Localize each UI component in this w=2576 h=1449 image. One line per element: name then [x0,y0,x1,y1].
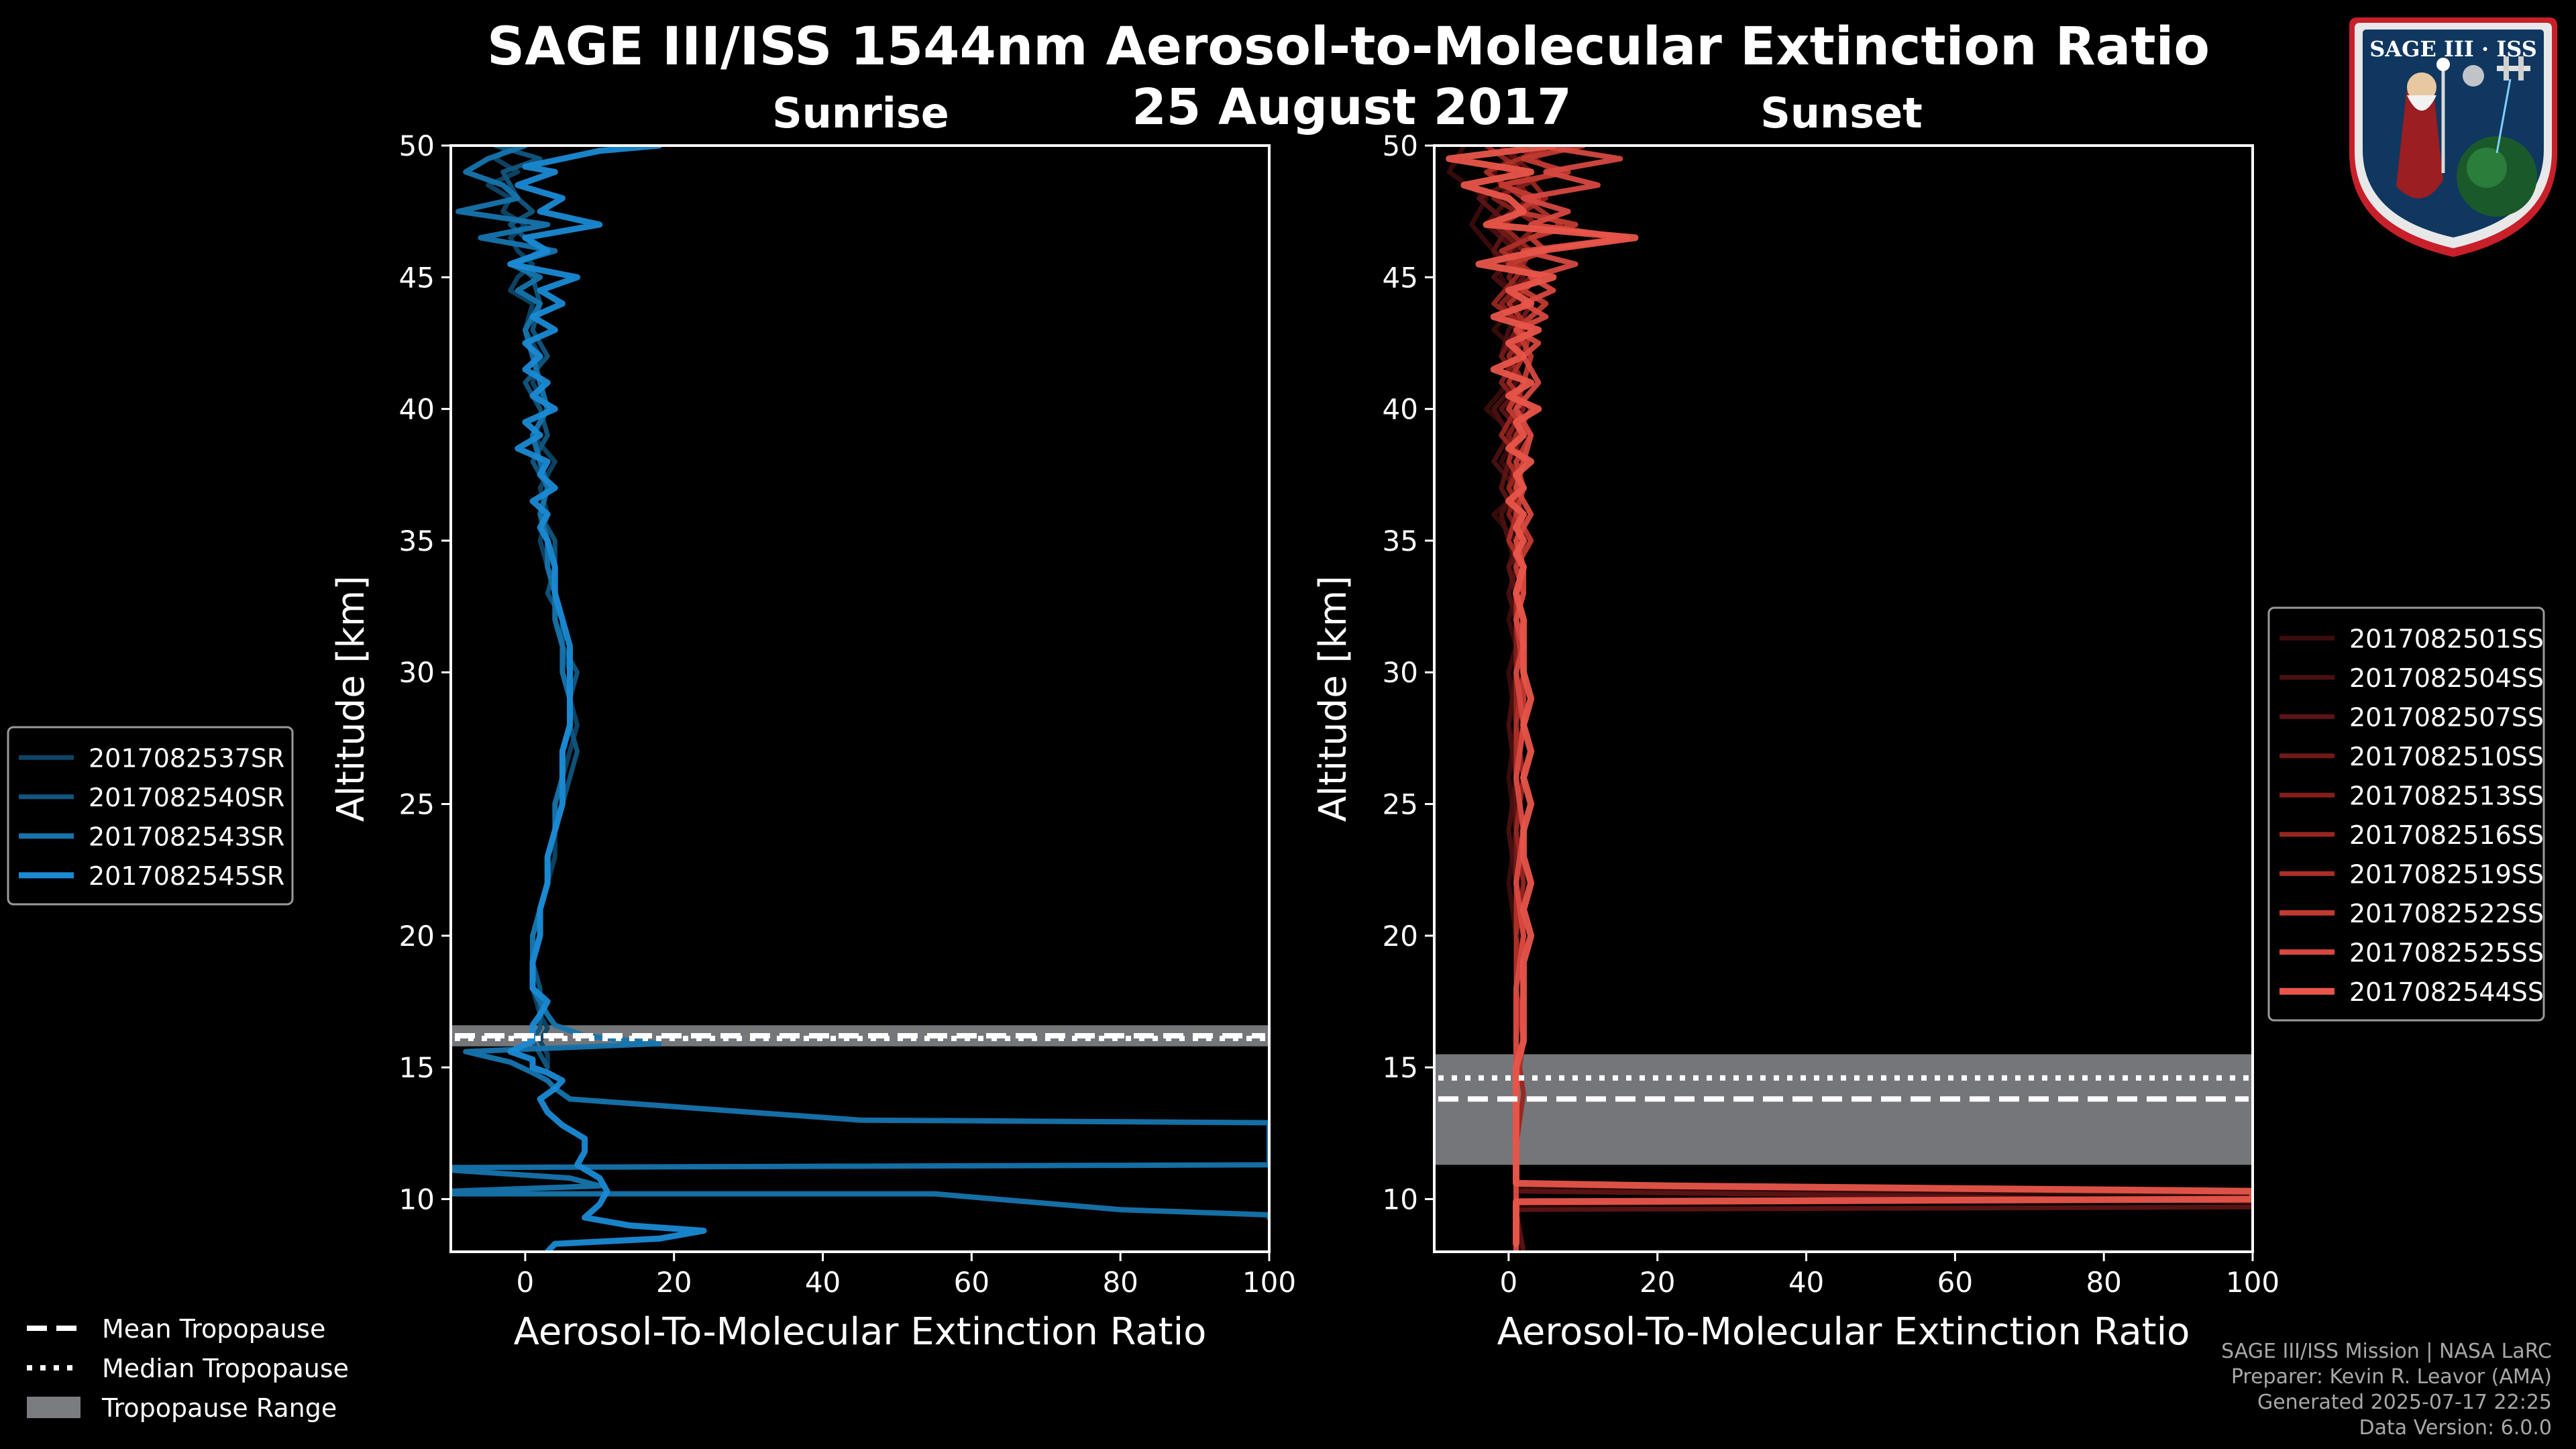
legend-label-2017082522SS: 2017082522SS [2349,899,2544,928]
y-tick-label: 50 [1383,129,1418,162]
legend-label-2017082540SR: 2017082540SR [89,783,284,812]
legend-label-2017082510SS: 2017082510SS [2349,742,2544,771]
x-tick-label: 0 [517,1266,535,1299]
figure-date: 25 August 2017 [1132,78,1572,136]
legend-label-2017082544SS: 2017082544SS [2349,977,2544,1007]
sunset-panel: 0 20 40 60 80 100 10 15 20 25 30 35 40 45 50 Aerosol-To… [1311,89,2279,1354]
footer-mission: SAGE III/ISS Mission | NASA LaRC [2221,1340,2552,1363]
y-tick-label: 40 [1383,393,1418,426]
y-tick-label: 20 [1383,920,1418,953]
y-tick-label: 10 [399,1183,435,1216]
x-tick-label: 40 [805,1266,841,1299]
x-tick-label: 100 [2226,1266,2279,1299]
tropopause-range-swatch [27,1397,80,1418]
legend-label-2017082545SR: 2017082545SR [89,861,284,891]
footer-credits: SAGE III/ISS Mission | NASA LaRC Prepare… [2221,1339,2552,1441]
y-tick-label: 45 [1383,261,1418,294]
y-tick-label: 15 [399,1051,435,1084]
footer-generated: Generated 2025-07-17 22:25 [2257,1391,2552,1414]
x-tick-label: 60 [1937,1266,1973,1299]
y-tick-label: 50 [399,129,435,162]
legend-label-2017082543SR: 2017082543SR [89,822,284,851]
legend-label-2017082519SS: 2017082519SS [2349,859,2544,889]
x-axis-label: Aerosol-To-Molecular Extinction Ratio [514,1310,1207,1354]
footer-preparer: Preparer: Kevin R. Leavor (AMA) [2231,1365,2552,1389]
legend-label-2017082504SS: 2017082504SS [2349,663,2544,693]
y-tick-label: 15 [1383,1051,1418,1084]
sunrise-panel: 0 20 40 60 80 100 10 15 20 25 30 35 40 45 50 Aerosol-To… [329,89,1296,1354]
x-tick-label: 60 [954,1266,989,1299]
profile-lines [451,146,1269,1252]
y-tick-label: 35 [1383,525,1418,557]
x-tick-label: 20 [1640,1266,1675,1299]
plot-frame [1433,144,2254,1253]
x-tick-label: 100 [1242,1266,1296,1299]
tropopause-range-label: Tropopause Range [101,1393,337,1423]
tropopause-mean-label: Mean Tropopause [102,1314,325,1344]
legend-label-2017082516SS: 2017082516SS [2349,820,2544,850]
tropopause-median-label: Median Tropopause [102,1354,349,1383]
plot-frame [449,144,1271,1253]
panel-title: Sunset [1760,89,1923,138]
footer-data-version: Data Version: 6.0.0 [2359,1416,2552,1440]
panel-title: Sunrise [772,89,949,138]
legend-label-2017082525SS: 2017082525SS [2349,938,2544,967]
legend-label-2017082507SS: 2017082507SS [2349,702,2544,732]
tropopause-range-band [1434,1054,2253,1165]
y-tick-label: 40 [399,393,435,426]
y-tick-label: 30 [1383,656,1418,689]
sunrise-legend: 2017082537SR 2017082540SR 2017082543SR 2017… [7,726,294,906]
y-tick-label: 10 [1383,1183,1418,1216]
legend-label-2017082501SS: 2017082501SS [2349,624,2544,653]
x-axis-label: Aerosol-To-Molecular Extinction Ratio [1497,1310,2190,1354]
y-axis-label: Altitude [km] [329,576,373,822]
legend-label-2017082513SS: 2017082513SS [2349,781,2544,810]
profile-line-2017082544SS [1446,146,2253,1248]
sage-iii-iss-mission-logo: SAGE III · ISS [2349,17,2557,257]
scientist-figure-icon [2407,72,2436,102]
y-tick-label: 45 [399,261,435,294]
iss-icon [2497,66,2530,71]
y-tick-label: 25 [1383,788,1418,821]
logo-text: SAGE III · ISS [2369,36,2537,62]
plot-area [451,146,1269,1252]
profile-line-2017082545SR [507,146,707,1252]
y-tick-label: 35 [399,525,435,557]
sunset-legend: 2017082501SS 2017082504SS 2017082507SS 2017… [2267,606,2545,1022]
legend-box [2267,606,2545,1022]
x-tick-label: 0 [1500,1266,1518,1299]
y-axis-label: Altitude [km] [1311,576,1355,822]
tropopause-legend: Mean Tropopause Median Tropopause Tropopau… [27,1314,349,1423]
legend-box [7,726,294,906]
y-tick-label: 30 [399,656,435,689]
profile-lines [1446,146,2253,1252]
x-tick-label: 80 [1102,1266,1138,1299]
legend-label-2017082537SR: 2017082537SR [89,743,284,773]
figure-title: SAGE III/ISS 1544nm Aerosol-to-Molecular… [487,17,2210,77]
x-tick-label: 80 [2086,1266,2121,1299]
x-tick-label: 20 [656,1266,692,1299]
x-tick-label: 40 [1788,1266,1824,1299]
y-tick-label: 20 [399,920,435,953]
y-tick-label: 25 [399,788,435,821]
